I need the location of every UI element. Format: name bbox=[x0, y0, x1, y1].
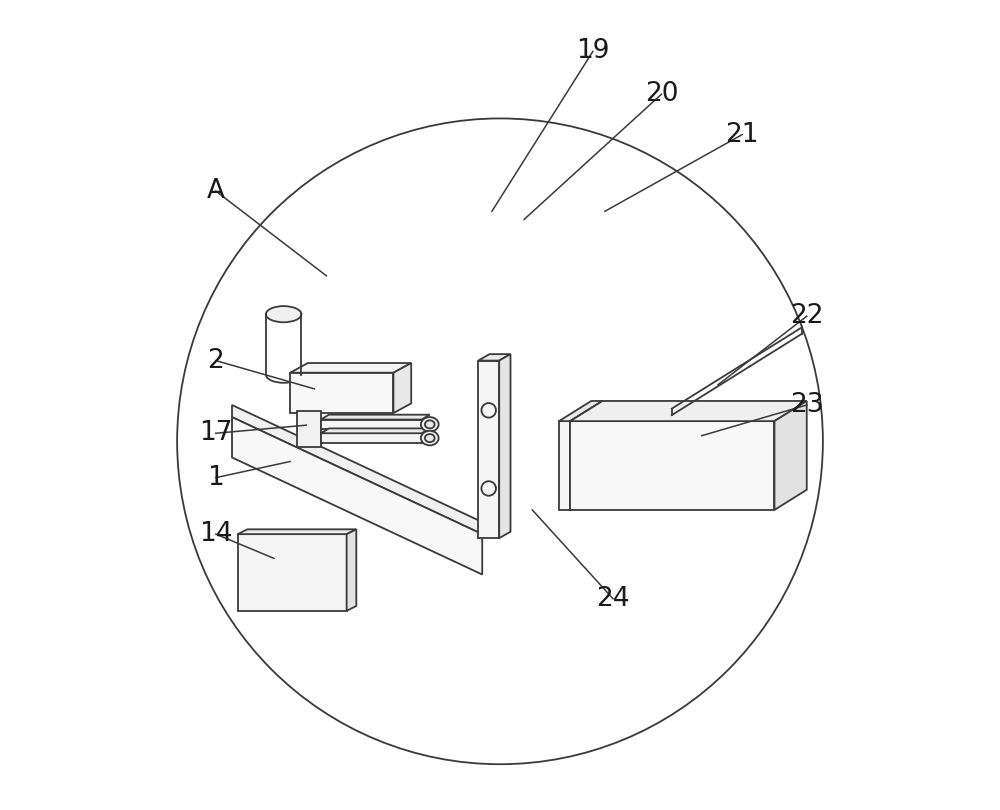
Polygon shape bbox=[290, 373, 393, 413]
Polygon shape bbox=[559, 421, 570, 510]
Text: 1: 1 bbox=[207, 465, 224, 491]
Text: 17: 17 bbox=[199, 420, 233, 446]
Ellipse shape bbox=[421, 417, 439, 432]
Polygon shape bbox=[321, 415, 430, 420]
Polygon shape bbox=[238, 529, 356, 534]
Polygon shape bbox=[499, 354, 510, 538]
Text: 14: 14 bbox=[199, 521, 233, 548]
Text: 24: 24 bbox=[596, 586, 630, 612]
Text: 21: 21 bbox=[725, 122, 759, 147]
Polygon shape bbox=[393, 363, 411, 413]
Ellipse shape bbox=[266, 306, 301, 322]
Polygon shape bbox=[321, 433, 422, 443]
Polygon shape bbox=[570, 421, 774, 510]
Text: 20: 20 bbox=[645, 81, 678, 107]
Polygon shape bbox=[774, 401, 807, 510]
Text: A: A bbox=[207, 178, 225, 204]
Ellipse shape bbox=[425, 434, 435, 442]
Polygon shape bbox=[321, 420, 422, 429]
Polygon shape bbox=[347, 529, 356, 611]
Polygon shape bbox=[238, 534, 347, 611]
Polygon shape bbox=[321, 428, 430, 433]
Text: 23: 23 bbox=[790, 392, 823, 418]
Polygon shape bbox=[478, 354, 510, 360]
Polygon shape bbox=[290, 363, 411, 373]
Polygon shape bbox=[232, 405, 482, 534]
Polygon shape bbox=[478, 360, 499, 538]
Polygon shape bbox=[570, 401, 603, 510]
Polygon shape bbox=[232, 417, 482, 574]
Polygon shape bbox=[297, 411, 321, 447]
Ellipse shape bbox=[421, 431, 439, 446]
Ellipse shape bbox=[425, 420, 435, 428]
Text: 19: 19 bbox=[576, 38, 610, 65]
Polygon shape bbox=[559, 401, 603, 421]
Text: 22: 22 bbox=[790, 303, 823, 329]
Polygon shape bbox=[570, 401, 807, 421]
Text: 2: 2 bbox=[207, 347, 224, 373]
